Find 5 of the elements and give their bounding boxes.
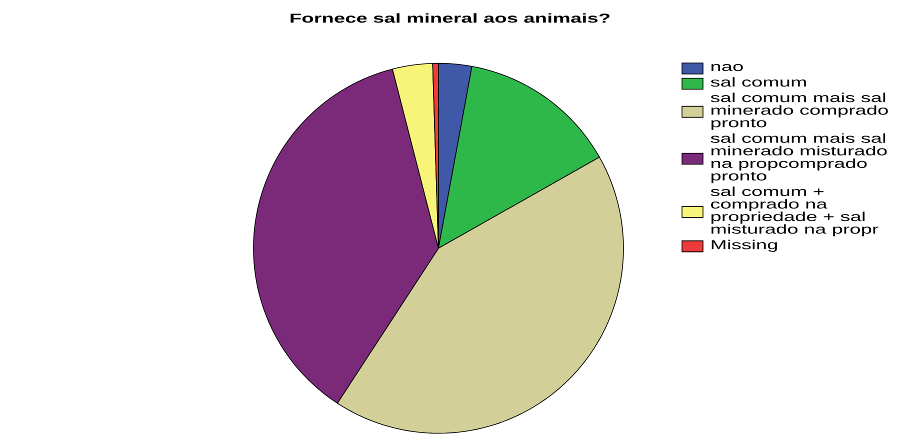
legend-label: nao	[712, 64, 743, 72]
legend-label: sal comum + comprado na propriedade + sal misturado na propr	[710, 186, 878, 236]
legend-label: sal comum	[710, 77, 806, 87]
legend-label: Missing	[712, 240, 777, 252]
chart-title: Fornece sal mineral aos animais?	[290, 13, 610, 23]
